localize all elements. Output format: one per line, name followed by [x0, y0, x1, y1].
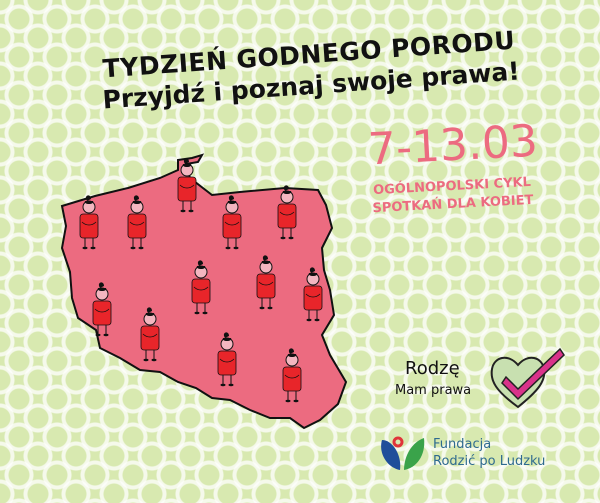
woman-figure-icon [79, 195, 99, 250]
woman-figure-icon [303, 267, 323, 322]
woman-figure-icon [282, 348, 302, 403]
organizer-name: Fundacja Rodzić po Ludzku [433, 436, 545, 470]
woman-figure-icon [277, 185, 297, 240]
woman-figure-icon [222, 195, 242, 250]
badge-title: Rodzę [405, 358, 460, 379]
woman-figure-icon [256, 255, 276, 310]
heart-checkmark-icon [490, 347, 565, 409]
woman-figure-icon [92, 282, 112, 337]
woman-figure-icon [127, 195, 147, 250]
organizer-line2: Rodzić po Ludzku [433, 454, 546, 469]
woman-figure-icon [140, 307, 160, 362]
badge-subtitle: Mam prawa [395, 383, 472, 398]
woman-figure-icon [191, 260, 211, 315]
foundation-logo [381, 436, 425, 470]
woman-figure-icon [177, 158, 197, 213]
organizer-line1: Fundacja [433, 437, 492, 452]
woman-figure-icon [217, 332, 237, 387]
